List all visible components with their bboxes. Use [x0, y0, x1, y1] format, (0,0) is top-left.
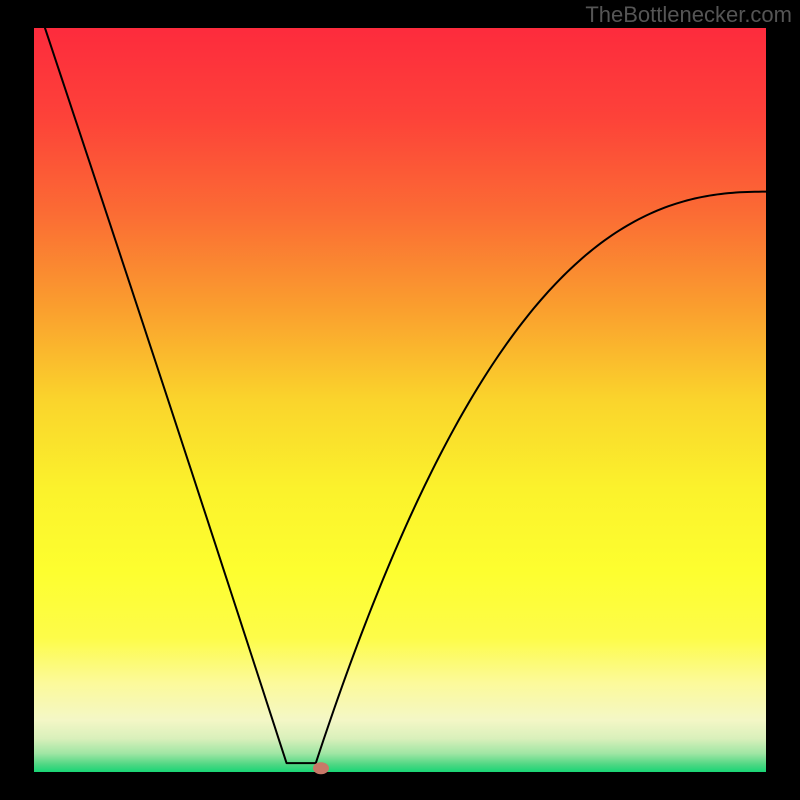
- optimum-marker: [313, 762, 329, 774]
- bottleneck-chart: [0, 0, 800, 800]
- plot-background: [34, 28, 766, 772]
- watermark-text: TheBottlenecker.com: [585, 2, 792, 28]
- chart-container: TheBottlenecker.com: [0, 0, 800, 800]
